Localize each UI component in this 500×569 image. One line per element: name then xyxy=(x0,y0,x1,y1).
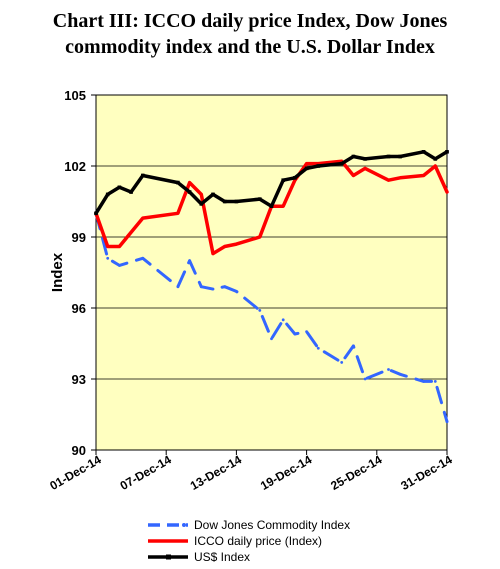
legend-entry-0: Dow Jones Commodity Index xyxy=(148,518,350,532)
data-point xyxy=(117,185,122,190)
data-point xyxy=(305,330,308,334)
x-tick-label: 07-Dec-14 xyxy=(118,452,174,493)
y-tick-label: 90 xyxy=(72,443,86,458)
data-point xyxy=(199,202,204,206)
data-point xyxy=(129,190,133,194)
data-point xyxy=(281,318,285,322)
data-point xyxy=(94,211,98,216)
data-point xyxy=(316,346,320,350)
data-point xyxy=(258,197,262,201)
series-line-0 xyxy=(94,211,449,424)
data-point xyxy=(211,287,215,291)
data-point xyxy=(445,420,449,423)
legend-entry-2: US$ Index xyxy=(148,550,250,564)
data-point xyxy=(398,154,402,159)
x-tick-label: 25-Dec-14 xyxy=(328,452,384,493)
y-axis-label: Index xyxy=(49,252,66,292)
data-point xyxy=(235,290,238,293)
data-point xyxy=(199,285,203,289)
legend-label: US$ Index xyxy=(194,550,250,564)
data-point xyxy=(339,161,344,166)
data-point xyxy=(270,337,273,341)
data-point xyxy=(223,285,227,289)
data-point xyxy=(211,192,215,197)
data-point xyxy=(422,379,425,383)
chart-title-line-1: Chart III: ICCO daily price Index, Dow J… xyxy=(52,10,448,32)
legend-marker xyxy=(166,554,171,560)
data-point xyxy=(398,372,402,376)
data-point xyxy=(141,256,145,260)
data-point xyxy=(176,180,180,185)
data-point xyxy=(363,157,367,161)
data-point xyxy=(188,259,192,263)
x-tick-label: 19-Dec-14 xyxy=(258,452,314,493)
data-point xyxy=(106,256,110,260)
data-point xyxy=(222,199,227,204)
data-point xyxy=(293,176,297,180)
data-point xyxy=(269,204,274,209)
data-point xyxy=(316,164,321,168)
data-point xyxy=(105,192,110,197)
data-point xyxy=(433,157,438,161)
data-point xyxy=(281,178,285,182)
data-point xyxy=(234,199,239,204)
data-point xyxy=(304,166,309,171)
data-point xyxy=(421,150,426,154)
x-tick-label: 13-Dec-14 xyxy=(188,452,244,493)
plot-area xyxy=(96,95,447,450)
legend-label: ICCO daily price (Index) xyxy=(194,534,322,548)
y-tick-label: 93 xyxy=(72,372,86,387)
data-point xyxy=(445,150,449,154)
legend-marker xyxy=(182,523,186,527)
y-tick-label: 102 xyxy=(64,159,86,174)
y-tick-label: 105 xyxy=(64,88,86,103)
data-point xyxy=(340,361,344,364)
data-point xyxy=(118,264,121,267)
data-point xyxy=(258,308,262,312)
data-point xyxy=(293,332,297,336)
x-tick-label: 31-Dec-14 xyxy=(398,452,454,493)
data-point xyxy=(351,154,356,159)
plot-border xyxy=(95,94,448,451)
data-point xyxy=(352,344,355,348)
series-line-1 xyxy=(94,159,449,256)
legend-entry-1: ICCO daily price (Index) xyxy=(148,534,322,548)
data-point xyxy=(141,173,145,178)
x-tick-label: 01-Dec-14 xyxy=(47,452,103,493)
chart-title-line-2: commodity index and the U.S. Dollar Inde… xyxy=(65,36,435,58)
data-point xyxy=(386,154,391,159)
legend-label: Dow Jones Commodity Index xyxy=(194,518,350,532)
data-point xyxy=(363,377,367,381)
data-point xyxy=(433,379,437,383)
data-point xyxy=(176,285,180,289)
data-point xyxy=(187,190,192,194)
chart-title: Chart III: ICCO daily price Index, Dow J… xyxy=(0,8,500,60)
y-tick-label: 99 xyxy=(72,230,86,245)
y-tick-label: 96 xyxy=(72,301,86,316)
data-point xyxy=(387,368,390,371)
